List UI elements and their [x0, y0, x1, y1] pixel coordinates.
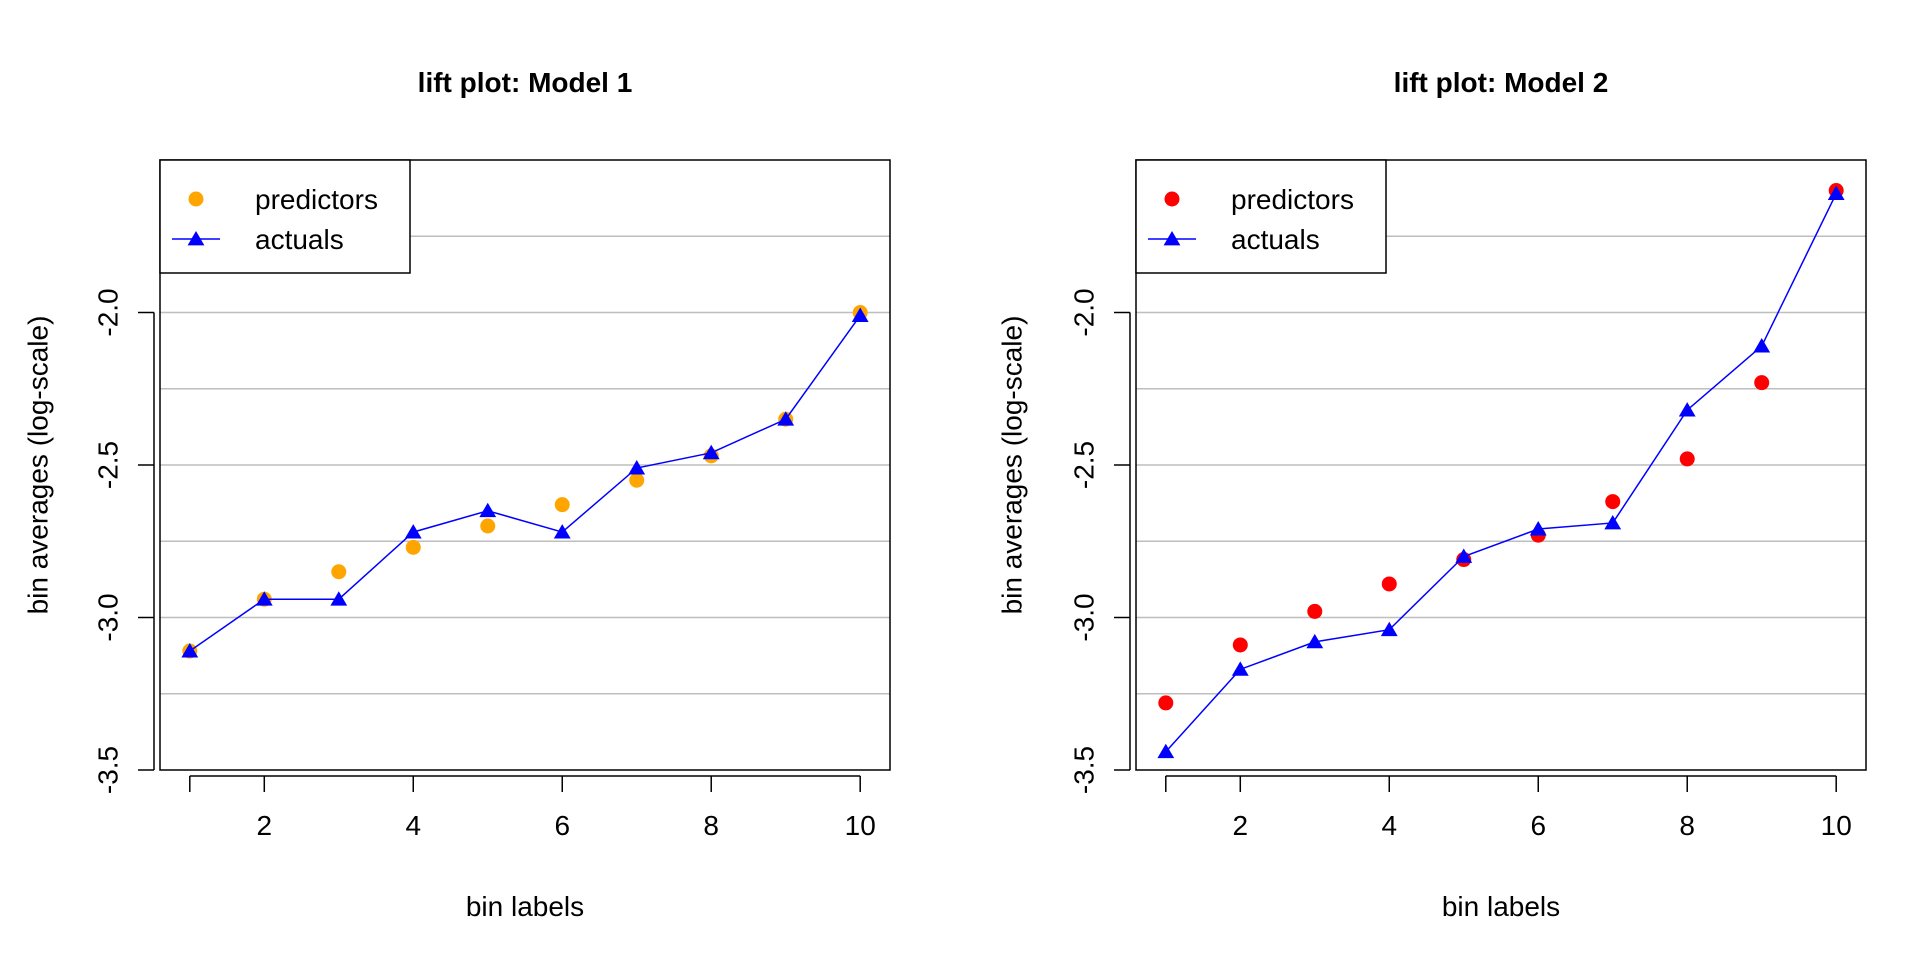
actuals-point	[404, 524, 422, 539]
actuals-point	[1306, 633, 1324, 649]
legend-point-symbol	[188, 191, 204, 207]
y-tick-label: -2.0	[1068, 288, 1099, 336]
predictors-point	[1381, 576, 1397, 592]
x-tick-label: 8	[1679, 810, 1695, 841]
y-tick-label: -3.5	[1068, 746, 1099, 794]
actuals-point	[1529, 521, 1547, 536]
x-axis-label: bin labels	[1442, 891, 1560, 922]
actuals-point	[1231, 661, 1249, 676]
actuals-point	[1827, 185, 1845, 200]
legend-box	[159, 159, 411, 274]
x-tick-label: 2	[1232, 810, 1248, 841]
predictors-point	[1605, 494, 1621, 510]
y-tick-label: -3.0	[1068, 593, 1099, 641]
series-actuals	[1157, 185, 1845, 759]
plot-frame	[159, 159, 891, 771]
legend-label-predictors: predictors	[255, 184, 378, 215]
actuals-point	[1678, 402, 1696, 417]
y-axis-label: bin averages (log-scale)	[22, 316, 53, 615]
y-tick-label: -3.0	[92, 593, 123, 641]
chart-title: lift plot: Model 1	[418, 67, 633, 98]
y-tick-label: -2.5	[1068, 441, 1099, 489]
actuals-point	[330, 591, 348, 606]
y-tick-label: -2.0	[92, 288, 123, 336]
x-tick-label: 6	[554, 810, 570, 841]
x-tick-label: 4	[1381, 810, 1397, 841]
plot-frame	[1135, 159, 1867, 771]
legend-triangle-symbol	[187, 231, 205, 246]
predictors-point	[1307, 603, 1323, 619]
x-axis-label: bin labels	[466, 891, 584, 922]
predictors-point	[1158, 695, 1174, 711]
y-axis-label: bin averages (log-scale)	[996, 316, 1027, 615]
legend: predictors actuals	[1135, 159, 1387, 274]
chart-panel-2: lift plot: Model 2 2 4 6 8 10 -3.5 -3.0 -2.5 -2.0…	[996, 67, 1867, 922]
actuals-point	[1753, 338, 1771, 353]
legend-label-actuals: actuals	[255, 224, 344, 255]
actuals-point	[702, 444, 720, 460]
predictors-point	[1232, 637, 1248, 653]
series-line-actuals	[1165, 193, 1837, 753]
predictors-point	[405, 539, 421, 555]
predictors-point	[331, 564, 347, 580]
predictors-point	[1679, 451, 1695, 467]
actuals-point	[553, 524, 571, 539]
chart-title: lift plot: Model 2	[1394, 67, 1609, 98]
legend: predictors actuals	[159, 159, 411, 274]
predictors-point	[554, 497, 570, 513]
legend-triangle-symbol	[1163, 231, 1181, 246]
actuals-point	[628, 460, 646, 475]
legend-label-actuals: actuals	[1231, 224, 1320, 255]
x-tick-label: 8	[703, 810, 719, 841]
predictors-point	[1754, 375, 1770, 391]
x-tick-label: 6	[1530, 810, 1546, 841]
actuals-point	[851, 307, 869, 322]
actuals-point	[1157, 743, 1175, 759]
actuals-point	[1380, 621, 1398, 637]
y-tick-label: -2.5	[92, 441, 123, 489]
actuals-point	[181, 643, 199, 658]
legend-box	[1135, 159, 1387, 274]
actuals-point	[479, 502, 497, 518]
actuals-point	[1604, 514, 1622, 530]
series-line-actuals	[189, 315, 861, 652]
predictors-point	[480, 518, 496, 534]
x-tick-label: 4	[405, 810, 421, 841]
actuals-point	[1455, 548, 1473, 563]
actuals-point	[255, 591, 273, 606]
series-actuals	[181, 307, 869, 658]
chart-panel-1: lift plot: Model 1 2 4 6 8 10 -3.5 -3.0 -2.5 -2.0…	[22, 67, 891, 922]
predictors-point	[629, 472, 645, 488]
legend-label-predictors: predictors	[1231, 184, 1354, 215]
actuals-point	[777, 411, 795, 426]
y-tick-label: -3.5	[92, 746, 123, 794]
x-tick-label: 10	[845, 810, 876, 841]
x-tick-label: 2	[256, 810, 272, 841]
legend-point-symbol	[1164, 191, 1180, 207]
x-tick-label: 10	[1821, 810, 1852, 841]
